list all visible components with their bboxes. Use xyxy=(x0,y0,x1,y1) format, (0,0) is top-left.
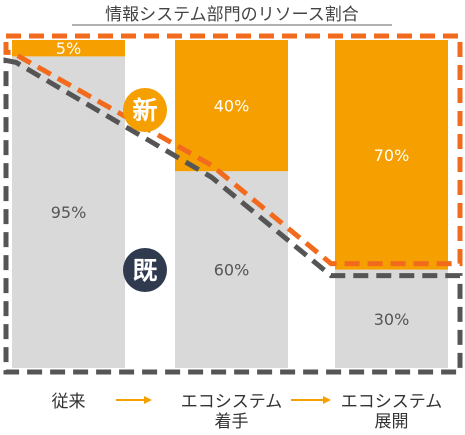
bar-new-1 xyxy=(175,40,288,172)
data-label-existing-1: 60% xyxy=(214,261,250,280)
new-resource-outline xyxy=(3,33,463,267)
badge-new-label: 新 xyxy=(132,96,157,125)
chart-title: 情報システム部門のリソース割合 xyxy=(105,5,359,25)
badge-existing-circle xyxy=(123,248,167,292)
category-label-1: エコシステム着手 xyxy=(181,392,283,432)
existing-resource-outline xyxy=(3,57,463,375)
bars-group xyxy=(12,40,448,369)
arrow-head-1 xyxy=(323,396,331,404)
badge-new-circle xyxy=(123,88,167,132)
bar-existing-2 xyxy=(335,269,448,368)
data-label-new-1: 40% xyxy=(214,97,250,116)
bar-existing-1 xyxy=(175,171,288,368)
category-label-0: 従来 xyxy=(52,392,86,412)
badge-existing-label: 既 xyxy=(132,256,157,285)
data-label-existing-0: 95% xyxy=(51,203,87,222)
data-label-existing-2: 30% xyxy=(374,310,410,329)
data-label-new-2: 70% xyxy=(374,146,410,165)
bar-new-0 xyxy=(12,40,125,57)
category-label-2: エコシステム展開 xyxy=(341,392,443,432)
value-labels: 95% 5% 60% 40% 30% 70% xyxy=(51,39,410,329)
progress-arrows xyxy=(116,396,331,404)
arrow-head-0 xyxy=(144,396,152,404)
bar-new-2 xyxy=(335,40,448,270)
series-badges: 新既 xyxy=(123,88,167,292)
data-label-new-0: 5% xyxy=(56,39,81,58)
dashed-outlines xyxy=(3,33,463,375)
category-labels: 従来 エコシステム着手 エコシステム展開 xyxy=(52,392,443,432)
